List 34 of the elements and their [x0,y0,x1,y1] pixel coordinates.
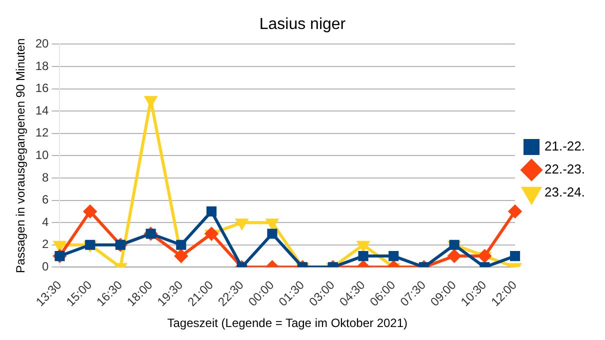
point [174,250,188,263]
y-tick-label: 2 [42,237,50,252]
point [357,240,370,252]
point [388,251,399,262]
point [205,227,218,240]
y-tick-label: 8 [42,170,50,184]
legend-label: 22.-23. [544,162,586,177]
point [448,250,461,263]
point [508,204,522,218]
point [478,250,492,263]
point [206,206,217,216]
legend-label: 23.-24. [544,184,586,200]
legend-label: 21.-22. [544,138,586,154]
y-tick-label: 4 [42,214,50,229]
y-axis-title: Passagen in vorausgegangenen 90 Minuten [14,38,28,274]
point [267,228,278,239]
point [510,251,520,262]
x-axis-title: Tageszeit (Legende = Tage im Oktober 2021) [167,316,408,330]
point [266,218,278,230]
y-tick-label: 0 [42,259,50,274]
chart-title: Lasius niger [259,16,346,34]
y-tick-label: 6 [42,192,50,207]
point [449,240,460,250]
y-tick-label: 10 [35,148,50,162]
point [358,251,368,262]
y-tick-label: 18 [35,58,50,73]
point [84,204,97,218]
point [176,240,186,250]
y-tick-label: 20 [35,36,50,51]
point [54,240,66,252]
y-tick-label: 12 [35,126,50,140]
y-tick-label: 14 [35,103,50,118]
point [236,218,248,230]
y-tick-label: 16 [35,81,50,96]
